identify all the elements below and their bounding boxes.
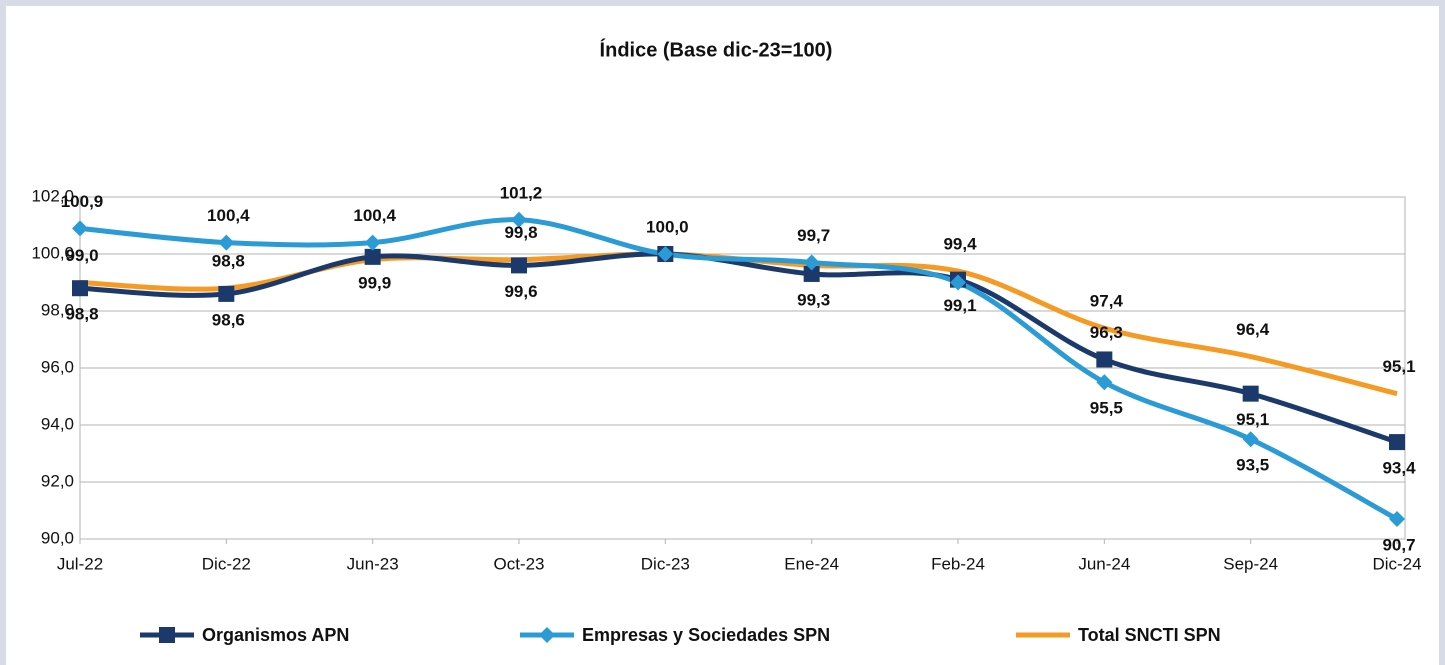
x-tick-label: Sep-24 xyxy=(1223,554,1278,573)
series-line xyxy=(79,251,1398,397)
point xyxy=(1096,374,1113,391)
value-label: 99,4 xyxy=(943,235,977,254)
legend-label: Empresas y Sociedades SPN xyxy=(582,625,830,645)
value-label: 100,4 xyxy=(353,206,396,225)
x-tick-label: Dic-24 xyxy=(1372,554,1421,573)
point xyxy=(72,280,88,297)
x-tick-label: Dic-23 xyxy=(641,554,690,573)
value-label: 99,1 xyxy=(943,296,976,315)
y-tick-label: 102,0 xyxy=(31,186,74,205)
y-tick-label: 90,0 xyxy=(41,528,74,547)
point xyxy=(364,234,381,251)
series-line xyxy=(79,217,1399,522)
point xyxy=(657,246,674,262)
point xyxy=(218,234,235,251)
value-label: 99,9 xyxy=(358,273,391,292)
point xyxy=(950,274,966,291)
y-tick-label: 94,0 xyxy=(41,414,74,433)
chart-title: Índice (Base dic-23=100) xyxy=(600,38,833,61)
point xyxy=(511,211,527,228)
value-label: 90,7 xyxy=(1382,536,1415,555)
value-label: 98,8 xyxy=(65,305,98,324)
chart-panel: Índice (Base dic-23=100) 90,0 92,0 94,0 96,… xyxy=(6,6,1439,665)
value-label: 99,3 xyxy=(797,290,830,309)
point xyxy=(218,285,235,302)
x-tick-label: Jun-24 xyxy=(1078,554,1130,573)
value-label: 98,8 xyxy=(212,252,245,271)
value-label: 95,1 xyxy=(1236,410,1269,429)
point xyxy=(511,257,527,274)
y-tick-label: 96,0 xyxy=(41,357,74,376)
series-line xyxy=(79,251,1398,445)
x-tick-label: Jul-22 xyxy=(57,554,103,573)
value-label: 99,0 xyxy=(65,246,98,265)
legend-marker xyxy=(539,627,555,643)
point xyxy=(803,265,820,282)
point xyxy=(72,220,88,237)
point xyxy=(1096,351,1113,368)
y-tick-label: 98,0 xyxy=(41,300,74,319)
plot-border xyxy=(79,196,1406,540)
point xyxy=(1389,434,1405,451)
value-label: 97,4 xyxy=(1090,292,1124,311)
y-tick-label: 100,0 xyxy=(31,243,74,262)
value-label: 99,7 xyxy=(797,226,830,245)
x-tick-label: Dic-22 xyxy=(202,554,251,573)
value-label: 99,8 xyxy=(504,223,537,242)
y-tick-label: 92,0 xyxy=(41,471,74,490)
x-tick-label: Ene-24 xyxy=(784,554,839,573)
legend-label: Organismos APN xyxy=(202,625,349,645)
value-label: 93,5 xyxy=(1236,456,1269,475)
value-label: 95,5 xyxy=(1090,399,1123,418)
value-label: 101,2 xyxy=(500,183,543,202)
point xyxy=(1389,511,1405,528)
value-label: 98,6 xyxy=(212,310,245,329)
value-label: 95,1 xyxy=(1382,357,1415,376)
value-label: 100,0 xyxy=(646,217,689,236)
x-tick-label: Oct-23 xyxy=(493,554,544,573)
point xyxy=(1242,385,1259,402)
value-label: 93,4 xyxy=(1382,459,1416,478)
chart: Índice (Base dic-23=100) 90,0 92,0 94,0 96,… xyxy=(31,38,1421,645)
legend-marker xyxy=(159,627,175,643)
value-label: 96,3 xyxy=(1090,323,1123,342)
value-label: 100,4 xyxy=(207,206,250,225)
value-label: 100,9 xyxy=(61,192,104,211)
point xyxy=(1242,431,1259,448)
legend-label: Total SNCTI SPN xyxy=(1078,625,1221,645)
point xyxy=(364,248,381,265)
value-label: 99,6 xyxy=(504,282,537,301)
x-tick-label: Feb-24 xyxy=(931,554,985,573)
x-tick-label: Jun-23 xyxy=(347,554,399,573)
value-label: 96,4 xyxy=(1236,320,1270,339)
